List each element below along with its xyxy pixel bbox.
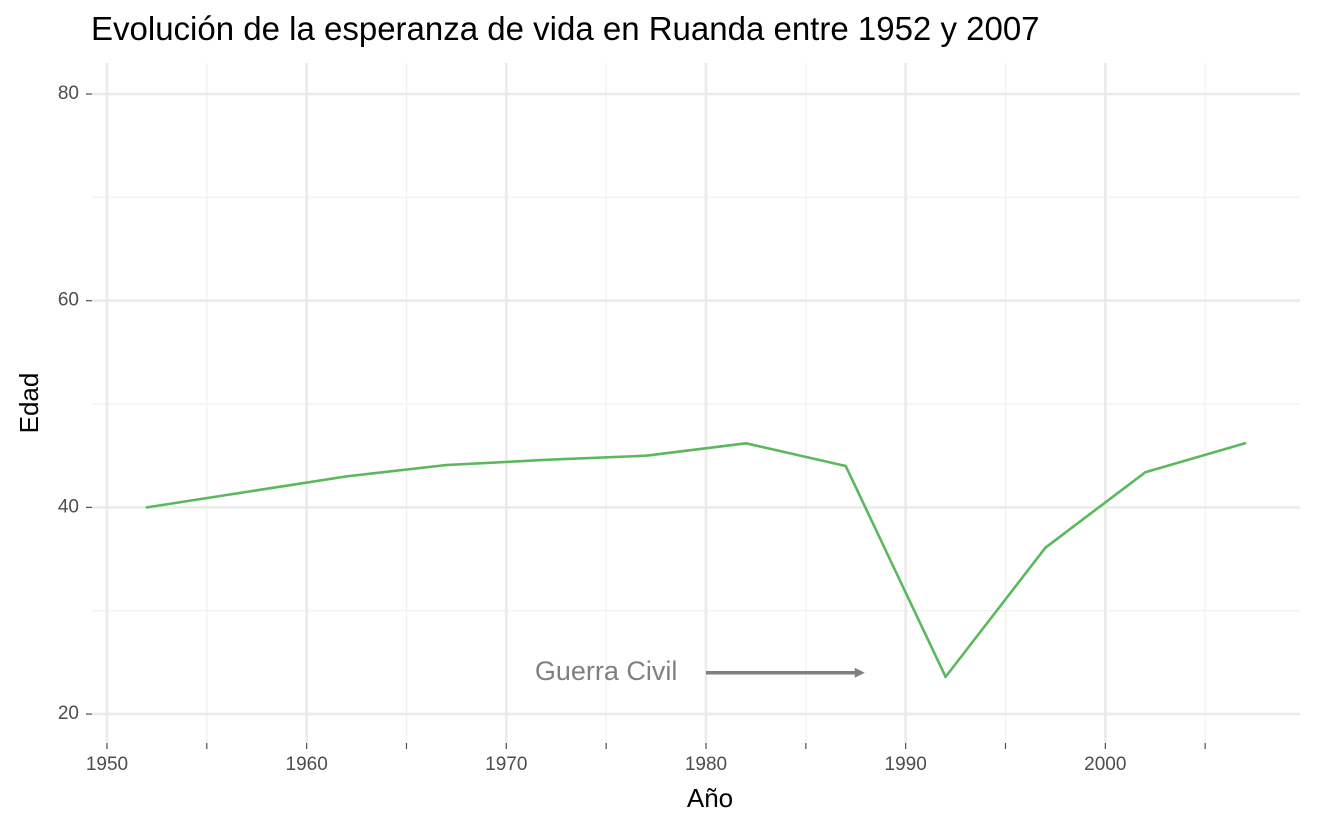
data-point	[445, 463, 448, 467]
data-point	[1044, 546, 1047, 549]
series-line	[146, 441, 1246, 679]
data-point	[844, 464, 848, 468]
y-axis-title: Edad	[14, 373, 44, 434]
data-point	[744, 442, 748, 445]
data-point	[944, 675, 947, 679]
x-axis-title: Año	[687, 783, 733, 813]
data-point	[145, 506, 149, 509]
x-tick-label: 1960	[286, 754, 328, 775]
x-tick-label: 1970	[485, 754, 527, 775]
data-point	[1243, 442, 1247, 445]
axis-ticks: 1950 1960 1970 1980 1990 2000 20 40 60 80	[58, 83, 1206, 775]
data-point	[245, 490, 249, 494]
annotation-label: Guerra Civil	[535, 656, 678, 686]
y-tick-label: 80	[58, 83, 79, 104]
chart-title: Evolución de la esperanza de vida en Rua…	[91, 10, 1040, 47]
y-tick-label: 40	[58, 496, 79, 517]
x-tick-label: 1950	[86, 754, 128, 775]
y-tick-label: 60	[58, 290, 79, 311]
data-point	[544, 458, 548, 462]
x-tick-label: 1980	[685, 754, 727, 775]
data-point	[644, 454, 648, 458]
annotation: Guerra Civil	[535, 656, 865, 686]
x-tick-label: 1990	[885, 754, 927, 775]
data-point	[1143, 470, 1147, 474]
grid-lines	[92, 63, 1300, 743]
series-layer	[145, 441, 1247, 679]
y-tick-label: 20	[58, 703, 79, 724]
x-tick-label: 2000	[1084, 754, 1126, 775]
data-point	[345, 475, 348, 478]
